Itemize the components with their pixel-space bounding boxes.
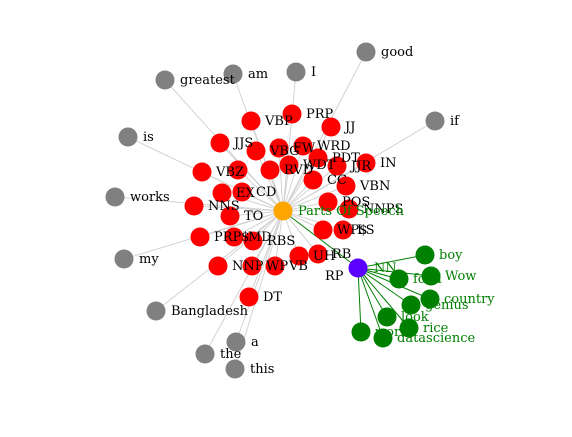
- pos-label-prp: PRP$: [214, 230, 250, 245]
- word-node-works[interactable]: [106, 188, 125, 207]
- pos-label-rbs: RBS: [267, 234, 295, 249]
- noun-label-world: world: [375, 325, 413, 340]
- pos-label-jj: JJ: [343, 120, 355, 135]
- word-label-am: am: [248, 67, 268, 82]
- pos-label-vbz: VBZ: [215, 165, 244, 180]
- word-node-my[interactable]: [115, 250, 134, 269]
- pos-label-dt: DT: [263, 290, 282, 305]
- pos-label-wp: WP: [266, 259, 288, 274]
- word-label-a: a: [251, 335, 259, 350]
- pos-node-jjs[interactable]: [211, 134, 230, 153]
- edge-center-vbg: [256, 151, 283, 211]
- pos-node-vbp[interactable]: [242, 112, 261, 131]
- word-label-the: the: [220, 347, 242, 362]
- pos-label-cd: CD: [256, 185, 276, 200]
- nn-label: NN: [374, 261, 397, 276]
- pos-label-jjr: JJR: [349, 159, 372, 174]
- word-node-bangladesh[interactable]: [147, 302, 166, 321]
- noun-label-food: food: [413, 272, 442, 287]
- pos-label-to: TO: [244, 209, 263, 224]
- edge-nn-world: [358, 268, 361, 332]
- nn-node[interactable]: [349, 259, 368, 278]
- pos-label-vbn: VBN: [359, 179, 390, 194]
- pos-label-in: IN: [380, 156, 397, 171]
- word-node-is[interactable]: [119, 128, 138, 147]
- pos-node-nns[interactable]: [185, 197, 204, 216]
- word-label-greatest: greatest: [180, 73, 236, 88]
- pos-label-rb: RB: [332, 247, 351, 262]
- word-label-my: my: [139, 252, 159, 267]
- pos-label-fw: FW: [293, 141, 316, 156]
- word-label-is: is: [143, 130, 154, 145]
- noun-node-world[interactable]: [352, 323, 371, 342]
- pos-label-ls: LS: [357, 223, 375, 238]
- pos-label-vb: VB: [288, 259, 308, 274]
- word-label-i: I: [311, 65, 316, 80]
- center-label: Parts Of Speech: [298, 204, 405, 219]
- noun-label-wow: Wow: [445, 269, 476, 284]
- noun-node-boy[interactable]: [416, 246, 435, 265]
- noun-node-look[interactable]: [378, 308, 397, 327]
- word-label-works: works: [130, 190, 170, 205]
- pos-node-prp[interactable]: [191, 228, 210, 247]
- pos-label-cc: CC: [327, 173, 347, 188]
- pos-node-wp[interactable]: [314, 221, 333, 240]
- word-node-i[interactable]: [287, 63, 306, 82]
- graph-nodes: good am Igreatest if is works my Bangladesh athe…: [106, 43, 496, 379]
- word-label-bangladesh: Bangladesh: [171, 304, 249, 319]
- pos-label-nnp: NNP: [232, 259, 264, 274]
- word-label-this: this: [250, 362, 274, 377]
- pos-label-rp: RP: [325, 269, 344, 284]
- pos-label-jjs: JJS: [232, 136, 253, 151]
- noun-label-look: look: [401, 310, 429, 325]
- word-node-the[interactable]: [196, 345, 215, 364]
- word-node-greatest[interactable]: [156, 71, 175, 90]
- pos-node-vbz[interactable]: [193, 163, 212, 182]
- word-node-this[interactable]: [226, 360, 245, 379]
- noun-label-boy: boy: [439, 248, 463, 263]
- pos-label-vbp: VBP: [264, 114, 293, 129]
- noun-label-genius: genius: [425, 298, 469, 313]
- word-node-good[interactable]: [357, 43, 376, 62]
- word-node-if[interactable]: [426, 112, 445, 131]
- center-node-parts-of-speech[interactable]: [274, 202, 293, 221]
- pos-label-nns: NNS: [208, 199, 240, 214]
- pos-label-wdt: WDT: [303, 158, 336, 173]
- pos-node-rvd[interactable]: [261, 161, 280, 180]
- pos-label-prp: PRP: [306, 107, 334, 122]
- pos-node-nnp[interactable]: [209, 257, 228, 276]
- word-label-good: good: [381, 45, 413, 60]
- word-label-if: if: [450, 114, 460, 129]
